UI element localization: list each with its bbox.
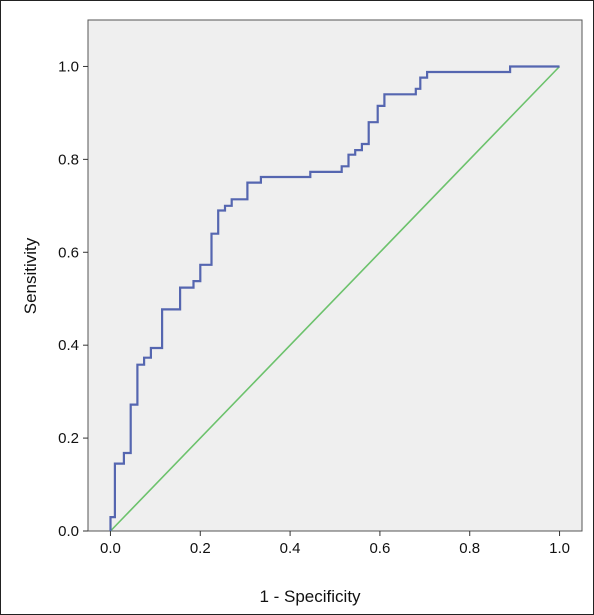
y-axis: 0.0 0.2 0.4 0.6 0.8 1.0 xyxy=(58,58,88,540)
series-layer xyxy=(109,65,561,532)
y-tick-label: 1.0 xyxy=(58,58,79,75)
reference-diagonal-line xyxy=(109,65,561,532)
roc-curve-line xyxy=(109,65,560,531)
x-tick-label: 0.8 xyxy=(459,540,480,557)
x-tick-label: 0.4 xyxy=(280,540,301,557)
y-tick-label: 0.2 xyxy=(58,430,79,447)
y-tick-label: 0.8 xyxy=(58,151,79,168)
plot-area xyxy=(87,19,583,532)
x-tick-label: 0.2 xyxy=(190,540,211,557)
x-tick-label: 0.6 xyxy=(369,540,390,557)
y-tick-label: 0.4 xyxy=(58,337,79,354)
x-tick-label: 0.0 xyxy=(100,540,121,557)
y-tick-label: 0.6 xyxy=(58,244,79,261)
y-axis-title: Sensitivity xyxy=(21,237,40,314)
x-axis: 0.0 0.2 0.4 0.6 0.8 1.0 xyxy=(100,531,570,557)
y-tick-label: 0.0 xyxy=(58,523,79,540)
x-axis-title: 1 - Specificity xyxy=(259,587,361,606)
x-tick-label: 1.0 xyxy=(549,540,570,557)
